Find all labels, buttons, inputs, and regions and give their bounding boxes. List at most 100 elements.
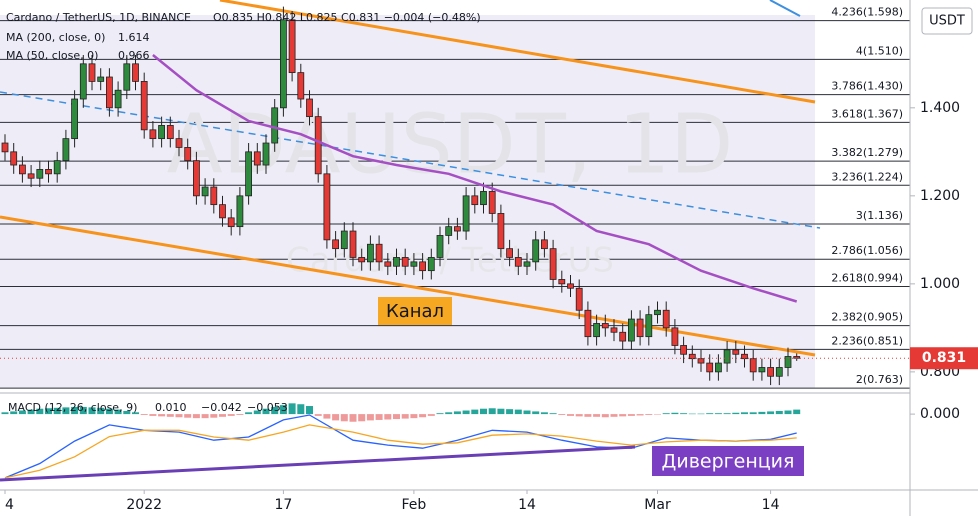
candle-body: [10, 151, 18, 166]
candle-body: [340, 230, 348, 250]
candle-body: [297, 72, 305, 100]
candle-body: [210, 186, 218, 206]
annotation-box: [652, 446, 804, 476]
candle-body: [575, 287, 583, 311]
ma-legend-name: MA (50, close, 0): [6, 49, 98, 62]
candle-body: [488, 191, 496, 214]
macd-histogram-bar: [132, 412, 139, 415]
candle-body: [558, 279, 566, 285]
y-tick-label: 1.400: [920, 100, 960, 116]
trend-line-2: [769, 0, 801, 17]
macd-histogram-bar: [436, 413, 444, 415]
macd-histogram-bar: [166, 414, 174, 417]
macd-histogram-bar: [36, 408, 44, 415]
macd-histogram-bar: [671, 412, 679, 415]
channel-upper: [219, 0, 816, 104]
fib-label: 2.236(0.851): [831, 334, 903, 347]
macd-histogram-bar: [619, 414, 627, 417]
macd-histogram-bar: [175, 414, 183, 418]
macd-histogram-bar: [419, 414, 427, 418]
macd-histogram-bar: [227, 414, 235, 416]
candle-body: [166, 125, 174, 140]
macd-histogram-bar: [567, 414, 574, 416]
annotation: Дивергенция: [662, 451, 795, 473]
candle-body: [775, 367, 783, 377]
macd-histogram-bar: [393, 414, 400, 420]
candle-body: [732, 349, 740, 355]
macd-histogram-bar: [488, 408, 496, 415]
macd-histogram-bar: [732, 412, 740, 415]
candle-body: [636, 318, 644, 338]
candle-body: [654, 309, 661, 316]
macd-histogram-bar: [601, 414, 609, 418]
candle-body: [671, 327, 679, 346]
candle-body: [106, 76, 113, 109]
macd-histogram-bar: [688, 413, 696, 415]
macd-histogram-bar: [201, 414, 209, 419]
candle-body: [175, 138, 183, 148]
annotation-box: [378, 297, 452, 325]
candle-body: [427, 257, 435, 272]
candle-body: [18, 164, 26, 175]
macd-histogram-bar: [471, 409, 479, 415]
candle-body: [375, 243, 383, 263]
fib-label: 2.618(0.994): [831, 271, 903, 284]
currency-box[interactable]: [921, 7, 973, 35]
candle-body: [532, 239, 540, 263]
candle-body: [192, 160, 200, 197]
symbol-title: Cardano / TetherUS, 1D, BINANCE: [6, 11, 191, 24]
x-tick-label: 14: [762, 497, 780, 513]
macd-histogram-bar: [549, 413, 557, 415]
y-tick-label: 1.200: [920, 188, 960, 204]
macd-histogram-bar: [384, 414, 392, 420]
candle-body: [62, 138, 70, 162]
macd-histogram-bar: [123, 410, 131, 415]
x-tick-label: Mar: [644, 497, 671, 513]
macd-histogram-bar: [88, 407, 96, 415]
macd-histogram-bar: [45, 408, 52, 415]
candle-body: [332, 239, 340, 250]
fib-label: 2.786(1.056): [831, 244, 903, 257]
macd-histogram-bar: [332, 414, 340, 421]
annotation: Канал: [386, 301, 444, 322]
watermark: ADAUSDT, 1D: [167, 97, 734, 192]
macd-histogram-bar: [236, 414, 244, 416]
y-tick-label: 0.000: [920, 406, 960, 422]
macd-histogram-bar: [645, 414, 653, 416]
candle-body: [149, 129, 157, 140]
candle-body: [619, 331, 627, 342]
macd-histogram-bar: [349, 414, 357, 422]
candle-body: [445, 226, 453, 236]
macd-histogram-bar: [340, 414, 348, 422]
y-tick-label: 1.000: [920, 276, 960, 292]
candle-body: [201, 186, 209, 197]
macd-histogram-bar: [662, 413, 670, 415]
macd-histogram-bar: [97, 407, 105, 415]
candle-body: [132, 63, 139, 82]
macd-legend-value: −0.042: [201, 401, 242, 414]
candle-body: [45, 169, 52, 175]
candle-body: [419, 261, 427, 272]
macd-histogram-bar: [149, 414, 157, 416]
macd-histogram-bar: [627, 414, 635, 416]
candle-body: [410, 261, 418, 267]
macd-histogram-bar: [105, 408, 113, 415]
candle-body: [462, 195, 470, 232]
macd-histogram-bar: [514, 409, 522, 415]
macd-histogram-bar: [358, 414, 366, 422]
fib-label: 2.382(0.905): [831, 311, 903, 324]
macd-histogram-bar: [758, 411, 766, 415]
macd-histogram-bar: [680, 413, 688, 415]
currency[interactable]: USDT: [929, 14, 965, 29]
channel-lower: [0, 215, 816, 357]
macd-histogram-bar: [253, 410, 261, 415]
macd-histogram-bar: [532, 411, 540, 415]
macd-histogram-bar: [306, 406, 313, 415]
macd-histogram-bar: [427, 414, 435, 416]
candle-body: [506, 248, 514, 258]
candle-body: [245, 151, 253, 197]
macd-line: [4, 414, 797, 479]
macd-histogram-bar: [401, 414, 409, 419]
candle-body: [706, 362, 714, 373]
